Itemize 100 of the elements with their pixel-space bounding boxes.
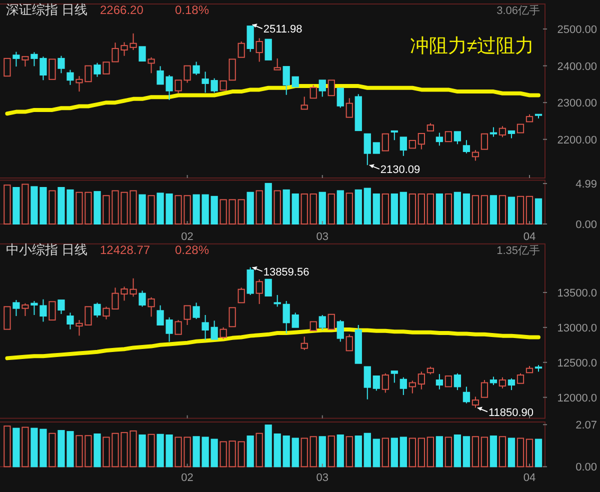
candlestick xyxy=(4,58,11,77)
bar xyxy=(454,434,462,468)
candlestick xyxy=(418,132,425,150)
annotation: 13859.56 xyxy=(263,266,310,278)
bar xyxy=(354,436,362,468)
bar xyxy=(400,192,407,224)
candlestick xyxy=(202,314,209,341)
candlestick xyxy=(300,96,308,110)
bar xyxy=(318,192,326,224)
candlestick xyxy=(472,396,480,408)
candlestick xyxy=(292,76,299,88)
bar xyxy=(534,438,542,468)
candlestick xyxy=(508,130,516,139)
candlestick xyxy=(220,80,227,91)
bar xyxy=(274,433,281,468)
candlestick xyxy=(138,46,146,62)
bar xyxy=(336,434,344,468)
annotation: 1.35亿手 xyxy=(496,244,540,257)
chart-title: 中小综指 日线 xyxy=(6,242,88,257)
bar xyxy=(462,193,470,224)
bar xyxy=(462,436,470,468)
bar xyxy=(210,196,218,224)
y-tick-label: 2400.00 xyxy=(557,60,597,73)
bar xyxy=(148,195,155,224)
candlestick xyxy=(364,133,371,166)
candlestick xyxy=(228,58,236,81)
bar xyxy=(282,436,290,468)
bar xyxy=(364,432,371,468)
candlestick xyxy=(274,58,281,70)
bar xyxy=(426,193,434,224)
x-tick-label: 04 xyxy=(523,231,536,243)
y-tick-label: 13000.0 xyxy=(557,322,597,334)
bar xyxy=(354,189,362,224)
bar xyxy=(202,436,209,468)
candlestick xyxy=(282,300,290,334)
candlestick xyxy=(256,38,263,62)
bar xyxy=(498,436,506,468)
candlestick xyxy=(48,301,56,321)
bar xyxy=(12,428,20,468)
bar xyxy=(490,436,498,468)
bar xyxy=(418,438,425,468)
bar xyxy=(372,193,380,224)
bar xyxy=(336,190,344,224)
x-tick-label: 03 xyxy=(316,231,329,243)
bar xyxy=(390,193,398,224)
bar xyxy=(382,438,389,468)
candlestick xyxy=(444,131,452,142)
bar xyxy=(382,193,389,224)
bar xyxy=(48,432,56,468)
bar xyxy=(418,193,425,224)
candlestick xyxy=(390,370,398,384)
candlestick xyxy=(372,142,380,154)
bar xyxy=(472,195,480,224)
annotation: 冲阻力≠过阻力 xyxy=(410,36,534,57)
y-tick-label: 2500.00 xyxy=(557,24,597,36)
bar xyxy=(48,190,56,224)
bar xyxy=(498,195,506,224)
candlestick xyxy=(210,320,218,340)
candlestick xyxy=(310,321,317,332)
candlestick xyxy=(328,314,335,330)
bar xyxy=(4,184,11,224)
bar xyxy=(246,192,254,224)
annotation: 2266.20 xyxy=(100,3,144,17)
y-tick-label: 0.00 xyxy=(576,462,597,474)
bar xyxy=(472,436,480,468)
candlestick xyxy=(354,324,362,364)
annotation: 0.18% xyxy=(175,3,210,17)
bar xyxy=(390,438,398,468)
bar xyxy=(220,199,227,224)
bar xyxy=(300,193,308,224)
bar xyxy=(138,194,146,224)
annotation: 0.28% xyxy=(175,243,210,257)
bar xyxy=(508,438,516,468)
bar xyxy=(346,192,353,224)
bar xyxy=(282,189,290,224)
y-tick-label: 13500.0 xyxy=(557,287,597,300)
bar xyxy=(508,196,516,224)
candlestick xyxy=(346,98,353,118)
candlestick xyxy=(400,136,407,156)
bar xyxy=(256,190,263,224)
bar xyxy=(372,438,380,468)
candlestick xyxy=(480,133,488,150)
bar xyxy=(94,433,101,468)
bar xyxy=(292,438,299,468)
annotation: 11850.90 xyxy=(488,406,534,419)
bar xyxy=(480,436,488,468)
bar xyxy=(444,193,452,224)
bar xyxy=(12,187,20,224)
bar xyxy=(300,438,308,468)
bar xyxy=(526,196,534,224)
y-tick-label: 2200.00 xyxy=(557,134,597,146)
bar xyxy=(238,199,245,224)
candlestick xyxy=(264,38,272,60)
bar xyxy=(516,438,524,468)
bar xyxy=(534,198,542,224)
annotation: 2511.98 xyxy=(263,24,302,36)
bar xyxy=(328,193,335,224)
bar xyxy=(220,441,227,468)
bar xyxy=(228,440,236,468)
bar xyxy=(426,436,434,468)
